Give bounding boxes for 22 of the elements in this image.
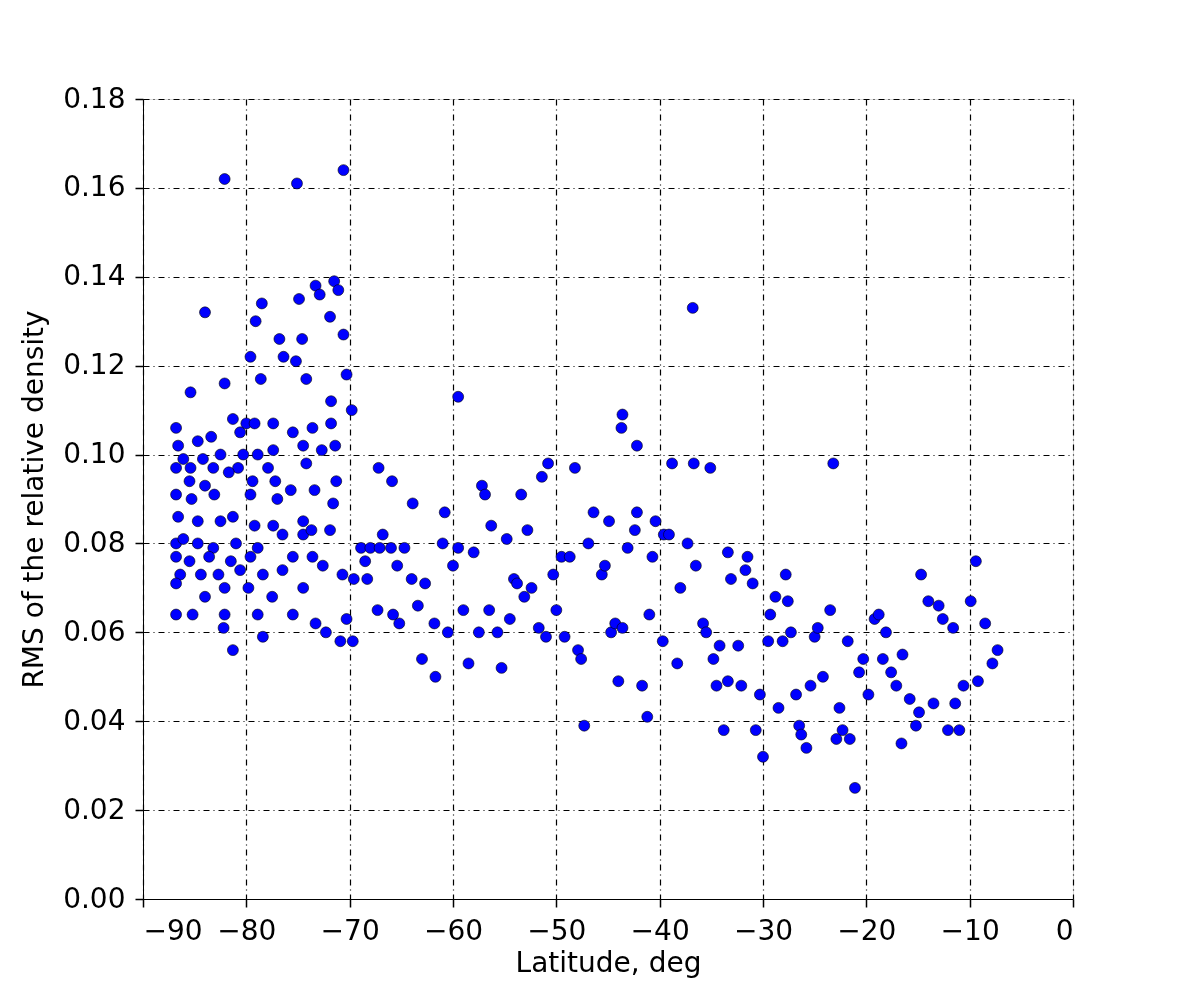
- y-tick-label: 0.12: [63, 348, 126, 382]
- x-tick-label: −20: [837, 913, 897, 947]
- y-tick-label: 0.00: [63, 881, 126, 915]
- y-axis-title: RMS of the relative density: [17, 310, 51, 689]
- x-tick-label: −60: [423, 913, 484, 947]
- y-tick-label: 0.14: [63, 259, 126, 293]
- x-tick-label: −80: [217, 913, 277, 947]
- y-tick-label: 0.02: [63, 792, 126, 826]
- x-tick-label: −90: [143, 913, 203, 947]
- x-tick-label: −10: [940, 913, 1000, 947]
- y-tick-label: 0.10: [63, 437, 126, 471]
- x-tick-label: −40: [630, 913, 690, 947]
- x-tick-label: −30: [733, 913, 794, 947]
- y-tick-label: 0.08: [63, 525, 126, 559]
- y-tick-label: 0.16: [63, 170, 126, 204]
- y-tick-label: 0.04: [63, 703, 126, 737]
- x-axis-title: Latitude, deg: [515, 945, 702, 979]
- x-tick-label: −70: [320, 913, 380, 947]
- x-tick-label: −50: [527, 913, 587, 947]
- y-tick-label: 0.18: [63, 81, 126, 115]
- x-tick-label: 0: [1055, 913, 1074, 947]
- y-tick-label: 0.06: [63, 614, 126, 648]
